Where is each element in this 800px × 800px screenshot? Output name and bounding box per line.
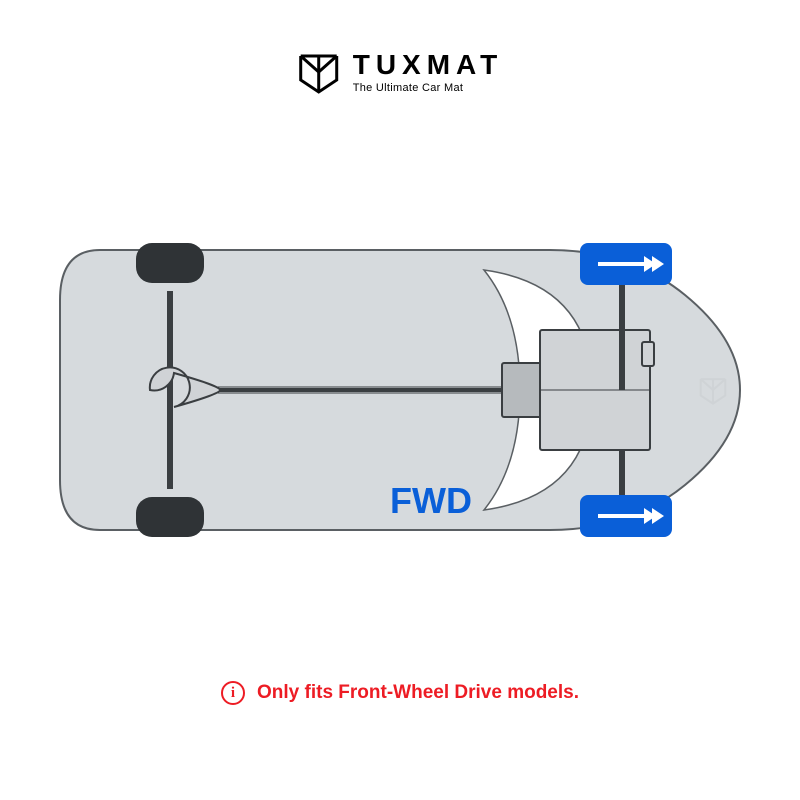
brand-logo-icon (297, 50, 341, 94)
compatibility-notice: i Only fits Front-Wheel Drive models. (221, 681, 579, 705)
brand-name: TUXMAT (353, 51, 504, 79)
notice-text: Only fits Front-Wheel Drive models. (257, 682, 579, 704)
info-icon: i (221, 681, 245, 705)
brand-text-wrap: TUXMAT The Ultimate Car Mat (353, 51, 504, 94)
brand-tagline: The Ultimate Car Mat (353, 82, 504, 94)
brand-header: TUXMAT The Ultimate Car Mat (297, 50, 504, 94)
hood-badge-icon (698, 375, 728, 405)
drivetrain-diagram: FWD (40, 175, 760, 605)
